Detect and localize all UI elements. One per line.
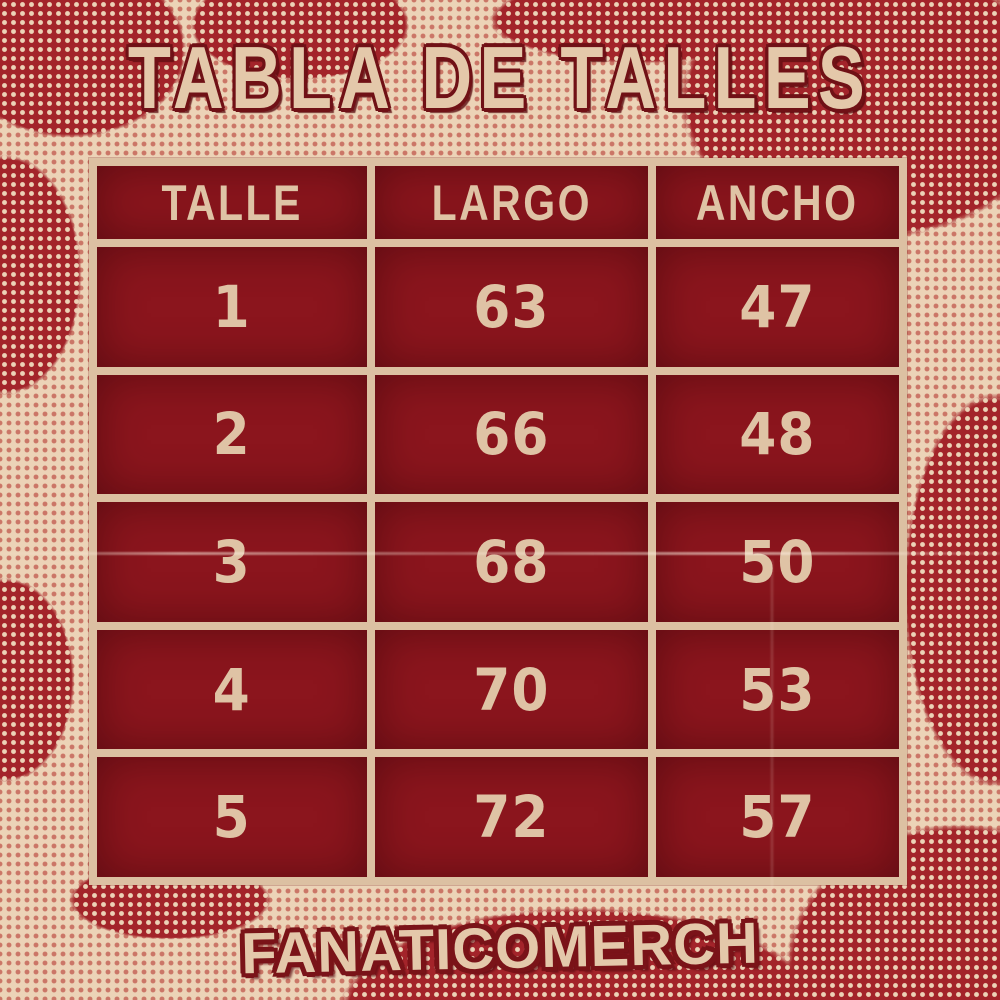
table-cell-value: 68	[473, 527, 550, 596]
table-cell-value: 2	[212, 400, 252, 469]
table-cell-value: 47	[739, 272, 816, 341]
table-cell-largo-1: 63	[375, 247, 648, 367]
table-cell-ancho-3: 50	[656, 502, 899, 622]
table-cell-size-1: 1	[97, 247, 367, 367]
table-cell-size-3: 3	[97, 502, 367, 622]
table-cell-value: 66	[473, 400, 550, 469]
table-cell-value: 4	[212, 655, 252, 724]
table-cell-value: 53	[739, 655, 816, 724]
table-cell-ancho-5: 57	[656, 757, 899, 877]
brand-name: FANATICOMERCH	[240, 910, 760, 987]
table-cell-largo-4: 70	[375, 629, 648, 750]
table-cell-value: 1	[212, 272, 252, 341]
column-header-ancho: ANCHO	[656, 166, 899, 239]
column-header-largo-label: LARGO	[431, 174, 592, 231]
table-cell-ancho-1: 47	[656, 247, 899, 367]
table-cell-value: 3	[212, 527, 252, 596]
column-header-talle: TALLE	[97, 166, 367, 239]
table-cell-size-2: 2	[97, 374, 367, 495]
table-cell-ancho-2: 48	[656, 374, 899, 495]
table-cell-value: 48	[739, 400, 816, 469]
table-cell-value: 72	[473, 783, 550, 852]
table-cell-value: 63	[473, 272, 550, 341]
table-cell-value: 50	[739, 527, 816, 596]
table-cell-value: 70	[473, 655, 550, 724]
table-cell-size-5: 5	[97, 757, 367, 877]
column-header-talle-label: TALLE	[161, 174, 303, 231]
table-cell-largo-5: 72	[375, 757, 648, 877]
table-cell-largo-2: 66	[375, 374, 648, 495]
table-cell-largo-3: 68	[375, 502, 648, 622]
page-title: TABLA DE TALLES	[127, 28, 873, 127]
table-cell-value: 57	[739, 783, 816, 852]
column-header-ancho-label: ANCHO	[696, 174, 859, 231]
table-cell-size-4: 4	[97, 629, 367, 750]
size-table: TALLE LARGO ANCHO 1 63 47 2 66 48 3 6	[89, 158, 907, 885]
table-cell-ancho-4: 53	[656, 629, 899, 750]
column-header-largo: LARGO	[375, 166, 648, 239]
table-cell-value: 5	[212, 783, 252, 852]
